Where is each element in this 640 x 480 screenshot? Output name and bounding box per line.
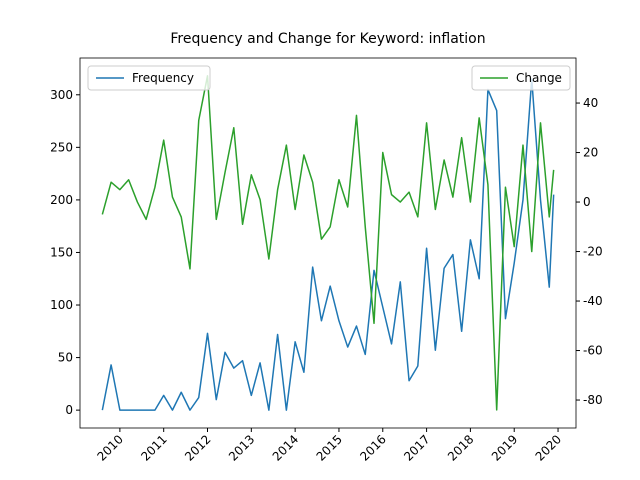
x-tick-label: 2016 bbox=[357, 432, 388, 463]
x-tick-label: 2014 bbox=[270, 432, 301, 463]
y-tick-label: 50 bbox=[58, 351, 73, 365]
x-tick-label: 2019 bbox=[489, 432, 520, 463]
y-tick-label: 100 bbox=[50, 298, 73, 312]
legend-label: Change bbox=[516, 71, 562, 85]
x-tick-label: 2013 bbox=[226, 432, 257, 463]
x-tick-label: 2015 bbox=[314, 432, 345, 463]
legend-label: Frequency bbox=[132, 71, 194, 85]
legend: Change bbox=[471, 65, 571, 91]
y2-tick-label: -20 bbox=[583, 245, 603, 259]
y2-tick-label: 40 bbox=[583, 96, 598, 110]
legend-box bbox=[87, 65, 211, 91]
y-tick-label: 0 bbox=[65, 403, 73, 417]
y-tick-label: 250 bbox=[50, 140, 73, 154]
y2-tick-label: -80 bbox=[583, 393, 603, 407]
series-line bbox=[101, 75, 555, 411]
x-tick-label: 2020 bbox=[533, 432, 564, 463]
y2-tick-label: 20 bbox=[583, 146, 598, 160]
y-tick-label: 150 bbox=[50, 245, 73, 259]
x-tick-label: 2011 bbox=[138, 432, 169, 463]
y2-tick-label: -40 bbox=[583, 294, 603, 308]
chart-title: Frequency and Change for Keyword: inflat… bbox=[170, 31, 485, 47]
x-tick-label: 2018 bbox=[445, 432, 476, 463]
y2-tick-label: 0 bbox=[583, 195, 591, 209]
y2-tick-label: -60 bbox=[583, 344, 603, 358]
y-tick-label: 300 bbox=[50, 88, 73, 102]
y-tick-label: 200 bbox=[50, 193, 73, 207]
x-tick-label: 2012 bbox=[182, 432, 213, 463]
x-tick-label: 2017 bbox=[401, 432, 432, 463]
x-tick-label: 2010 bbox=[94, 432, 125, 463]
legend-box bbox=[471, 65, 571, 91]
legend: Frequency bbox=[87, 65, 211, 91]
plot-frame bbox=[79, 57, 577, 429]
series-line bbox=[101, 78, 555, 411]
